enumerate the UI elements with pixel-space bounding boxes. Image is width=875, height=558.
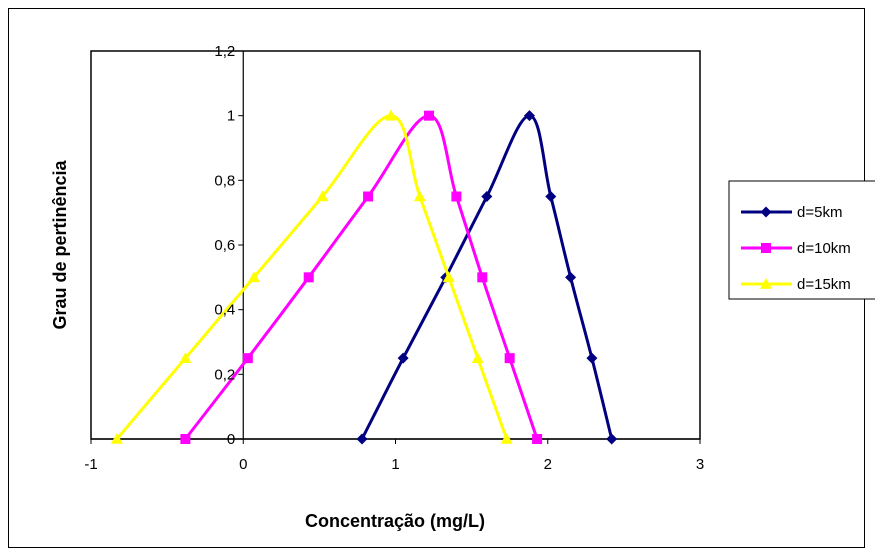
data-point: [760, 278, 772, 289]
data-point: [303, 272, 314, 283]
data-point: [606, 433, 618, 445]
y-tick-label: 1: [227, 108, 235, 125]
y-tick-label: 0: [227, 431, 235, 448]
x-tick-label: 1: [391, 456, 399, 473]
data-point: [110, 433, 123, 444]
data-point: [397, 352, 409, 364]
data-point: [545, 191, 557, 202]
data-point: [500, 433, 513, 444]
legend-label: d=10km: [797, 240, 851, 257]
plot-area: [90, 50, 701, 440]
chart-frame: [8, 8, 865, 548]
data-point: [423, 110, 434, 121]
data-point: [586, 352, 598, 364]
tick-labels: -1 0 1 2 3 0 0,2 0,4 0,6 0,8 1 1,2: [84, 43, 704, 473]
y-tick-label: 0,6: [214, 237, 235, 254]
legend-item: d=15km: [741, 276, 851, 293]
series-d-15km: [110, 109, 513, 444]
y-axis-title: Grau de pertinência: [50, 159, 70, 329]
legend-item: d=10km: [741, 240, 851, 257]
data-point: [760, 206, 772, 218]
data-point: [242, 353, 253, 364]
y-tick-label: 0,2: [214, 366, 235, 383]
y-tick-label: 1,2: [214, 43, 235, 60]
legend-label: d=15km: [797, 276, 851, 293]
data-point: [504, 353, 515, 364]
x-tick-label: 3: [696, 456, 704, 473]
data-point: [413, 190, 426, 202]
series-d-10km: [180, 110, 543, 444]
axes: [90, 50, 701, 444]
data-point: [477, 272, 488, 283]
data-point: [179, 352, 192, 363]
data-point: [761, 243, 771, 253]
y-tick-label: 0,8: [214, 172, 235, 189]
data-point: [363, 191, 374, 202]
legend: d=5km d=10km d=15km: [728, 180, 875, 300]
series-layer: [110, 109, 618, 445]
legend-item: d=5km: [741, 204, 842, 221]
data-point: [180, 434, 191, 444]
y-tick-label: 0,4: [214, 302, 235, 319]
data-point: [442, 271, 455, 283]
data-point: [481, 191, 493, 202]
x-axis-title: Concentração (mg/L): [305, 511, 485, 531]
legend-label: d=5km: [797, 204, 842, 221]
data-point: [471, 352, 484, 363]
data-point: [565, 271, 577, 283]
data-point: [247, 271, 260, 283]
data-point: [532, 434, 543, 444]
data-point: [316, 190, 329, 202]
data-point: [523, 110, 535, 122]
data-point: [356, 433, 368, 445]
legend-box: [728, 180, 875, 300]
data-point: [451, 191, 462, 202]
x-tick-label: 0: [239, 456, 247, 473]
data-point: [384, 109, 397, 121]
x-tick-label: 2: [544, 456, 552, 473]
x-tick-label: -1: [84, 456, 97, 473]
